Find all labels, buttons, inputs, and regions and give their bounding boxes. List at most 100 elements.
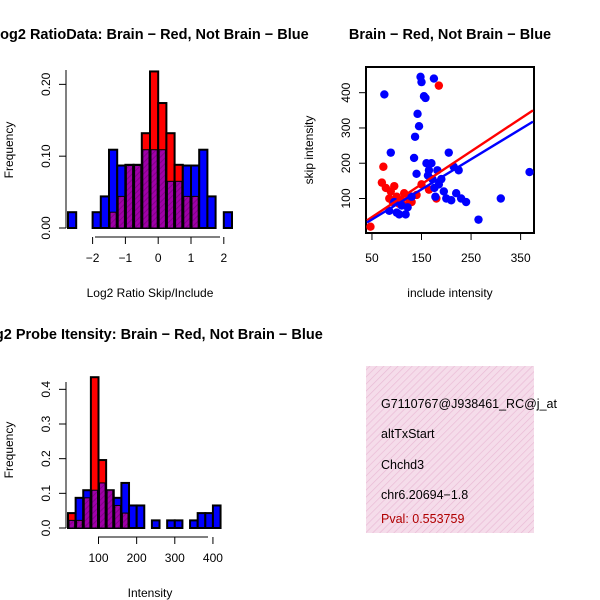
- not-brain-point: [409, 153, 419, 163]
- intensity-y-tick-label: 0.3: [39, 415, 53, 432]
- intensity-bar: [166, 519, 176, 530]
- scatter-y-tick-label: 200: [339, 153, 353, 173]
- intensity-y-label: Frequency: [2, 422, 16, 479]
- ratio-y-tick-label: 0.00: [39, 216, 53, 240]
- ratio-x-tick-label: 1: [188, 251, 195, 265]
- not-brain-point: [395, 210, 404, 219]
- probe-info-box: G7110767@J938461_RC@j_at altTxStart Chch…: [366, 366, 557, 533]
- brain-point: [434, 81, 444, 90]
- intensity-overlap-bar: [68, 519, 76, 529]
- brain-point: [390, 181, 399, 191]
- event-type: altTxStart: [381, 427, 435, 441]
- not-brain-point: [414, 121, 424, 131]
- scatter-y-tick-label: 300: [339, 118, 353, 138]
- intensity-histogram-panel: Log2 Probe Itensity: Brain − Red, Not Br…: [0, 327, 323, 600]
- intensity-x-tick-label: 100: [88, 551, 108, 565]
- not-brain-point: [525, 167, 534, 177]
- ratio-overlap-bar: [191, 195, 199, 229]
- intensity-overlap-bar: [83, 497, 91, 529]
- not-brain-point: [424, 166, 434, 175]
- not-brain-point: [461, 197, 471, 207]
- p-value: Pval: 0.553759: [381, 512, 464, 526]
- ratio-overlap-bar: [117, 195, 125, 229]
- ratio-bar: [198, 148, 209, 229]
- ratio-x-tick-label: −2: [86, 251, 100, 265]
- not-brain-point: [417, 77, 426, 87]
- ratio-bar: [206, 195, 217, 229]
- not-brain-point: [451, 189, 461, 198]
- ratio-overlap-bar: [150, 149, 158, 229]
- intensity-overlap-bar: [99, 482, 106, 529]
- ratio-overlap-bar: [175, 180, 183, 229]
- intensity-bar: [135, 504, 146, 530]
- intensity-bar: [211, 504, 222, 530]
- scatter-y-tick-label: 100: [339, 188, 353, 208]
- intensity-y-tick-label: 0.1: [39, 485, 53, 502]
- not-brain-point: [421, 93, 430, 103]
- intensity-bar: [196, 512, 207, 529]
- not-brain-point: [410, 132, 420, 141]
- not-brain-point: [401, 210, 410, 219]
- not-brain-point: [474, 215, 483, 224]
- ratio-overlap-bar: [158, 149, 166, 229]
- not-brain-point: [427, 159, 436, 168]
- ratio-bar: [91, 211, 102, 229]
- intensity-y-tick-label: 0.4: [39, 381, 53, 398]
- intensity-y-tick-label: 0.2: [39, 450, 53, 467]
- ratio-histogram-title: Log2 RatioData: Brain − Red, Not Brain −…: [0, 27, 309, 43]
- intensity-y-tick-label: 0.0: [39, 519, 53, 536]
- intensity-overlap-bar: [76, 519, 83, 529]
- intensity-x-tick-label: 400: [203, 551, 223, 565]
- not-brain-point: [447, 196, 456, 205]
- ratio-overlap-bar: [125, 165, 134, 229]
- intensity-x-label: Intensity: [128, 586, 173, 600]
- intensity-overlap-bar: [121, 512, 129, 529]
- gene-name: Chchd3: [381, 458, 424, 472]
- scatter-plot-box: [365, 66, 535, 234]
- ratio-x-tick-label: −1: [119, 251, 133, 265]
- not-brain-point: [431, 192, 440, 201]
- brain-point: [366, 222, 375, 231]
- ratio-overlap-bar: [134, 165, 142, 229]
- intensity-x-tick-label: 200: [127, 551, 147, 565]
- probe-id: G7110767@J938461_RC@j_at: [381, 397, 557, 411]
- scatter-x-tick-label: 250: [461, 251, 481, 265]
- scatter-y-label: skip intensity: [302, 116, 316, 185]
- genomic-location: chr6.20694−1.8: [381, 488, 468, 502]
- not-brain-point: [496, 194, 505, 203]
- scatter-y-tick-label: 400: [339, 82, 353, 102]
- ratio-bar: [222, 211, 234, 229]
- ratio-y-tick-label: 0.20: [39, 72, 53, 96]
- ratio-x-label: Log2 Ratio Skip/Include: [87, 286, 214, 300]
- not-brain-point: [439, 187, 449, 196]
- ratio-overlap-bar: [109, 211, 117, 229]
- not-brain-point: [412, 169, 421, 179]
- scatter-panel: Brain − Red, Not Brain − Blue 100 200 300 4…: [302, 27, 551, 300]
- ratio-bar: [67, 211, 78, 229]
- scatter-x-tick-label: 350: [511, 251, 531, 265]
- not-brain-point: [380, 90, 389, 99]
- ratio-overlap-bar: [166, 180, 175, 229]
- scatter-x-tick-label: 50: [365, 251, 379, 265]
- ratio-x-tick-label: 0: [155, 251, 162, 265]
- not-brain-point: [444, 148, 453, 157]
- not-brain-fit-line: [366, 120, 534, 224]
- ratio-bar: [99, 195, 111, 229]
- not-brain-point: [386, 148, 395, 157]
- intensity-bar: [150, 519, 161, 530]
- not-brain-point: [413, 109, 422, 119]
- intensity-x-tick-label: 300: [165, 551, 185, 565]
- ratio-y-tick-label: 0.10: [39, 144, 53, 168]
- ratio-x-tick-label: 2: [220, 251, 227, 265]
- intensity-bar: [173, 519, 184, 530]
- intensity-overlap-bar: [91, 489, 99, 529]
- brain-point: [379, 162, 388, 171]
- ratio-overlap-bar: [142, 149, 150, 229]
- ratio-histogram-panel: Log2 RatioData: Brain − Red, Not Brain −…: [0, 27, 309, 300]
- intensity-bar: [189, 519, 199, 530]
- intensity-overlap-bar: [114, 504, 121, 529]
- intensity-overlap-bar: [106, 489, 114, 529]
- not-brain-point: [403, 203, 412, 212]
- not-brain-point: [429, 74, 439, 83]
